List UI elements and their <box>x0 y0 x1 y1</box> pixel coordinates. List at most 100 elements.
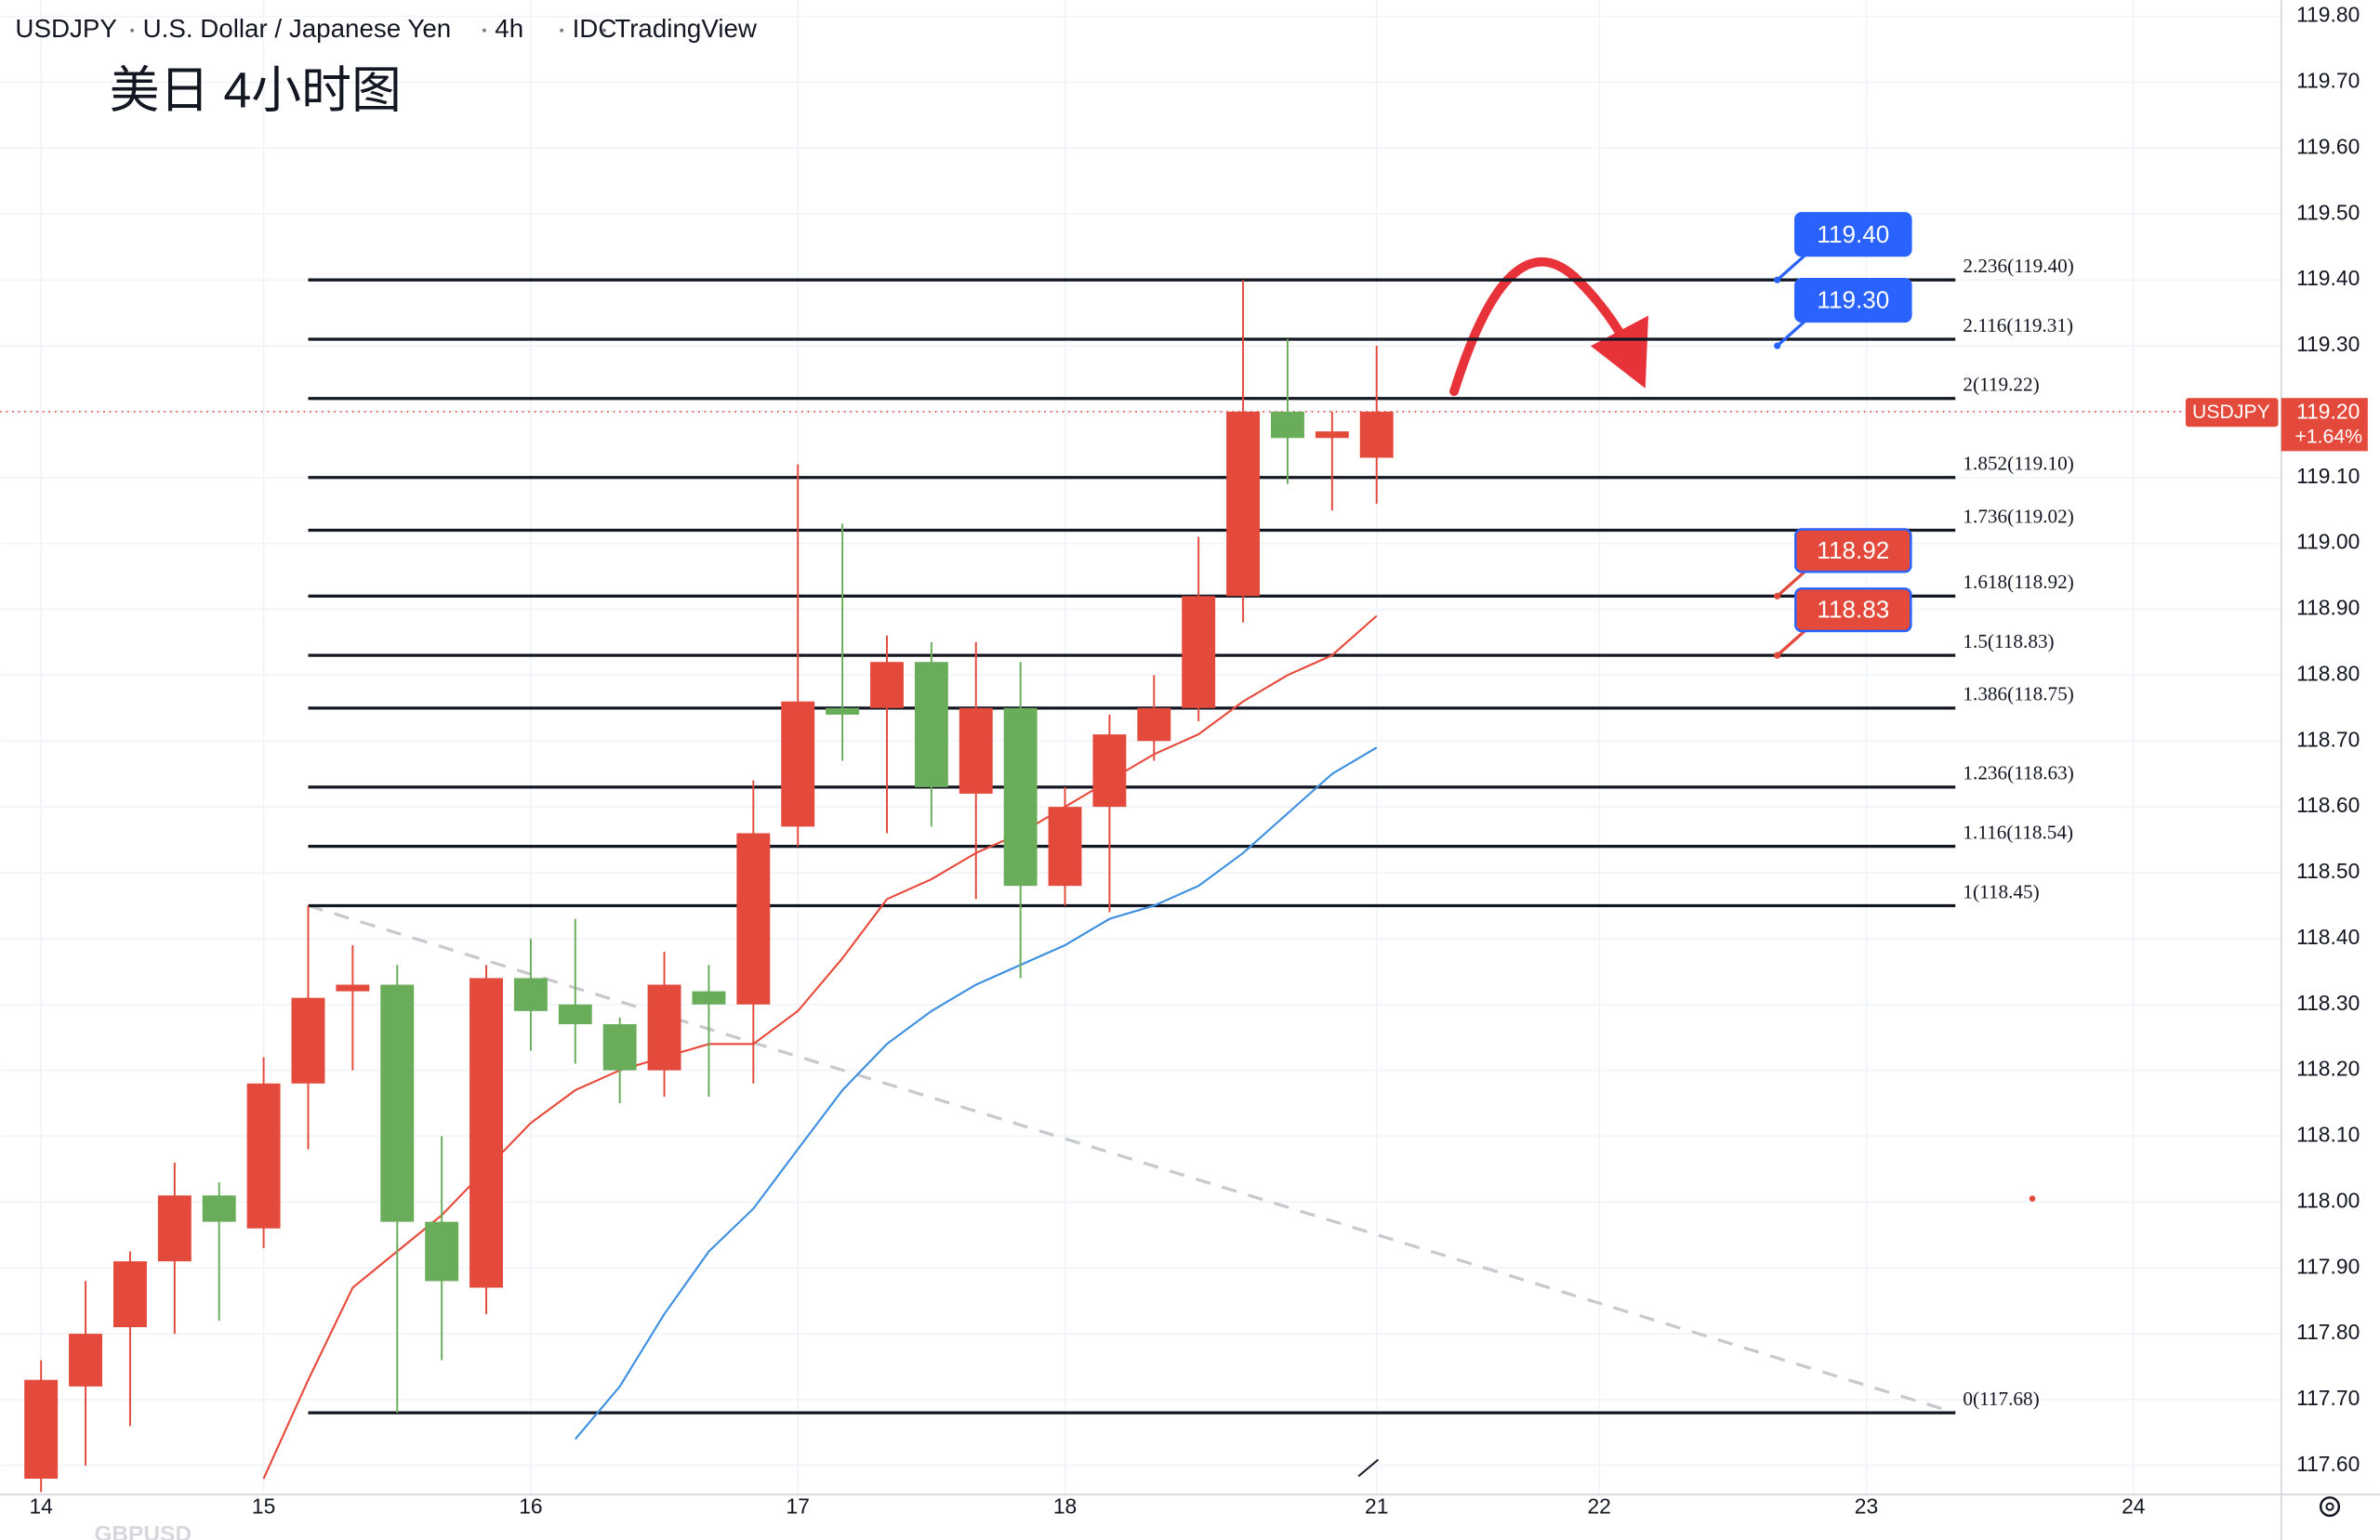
candle-body <box>24 1379 59 1480</box>
callout-anchor <box>1774 342 1781 349</box>
callout-anchor <box>1774 592 1781 599</box>
y-tick-label: 117.70 <box>2296 1386 2360 1410</box>
callout-anchor <box>1774 276 1781 283</box>
settings-icon[interactable] <box>2319 1496 2341 1518</box>
candle-body <box>469 978 503 1288</box>
candle-body <box>157 1195 192 1262</box>
callout-connector <box>1776 320 1806 348</box>
candle-body <box>558 1004 592 1025</box>
candle-body <box>291 997 325 1084</box>
candle-body <box>425 1221 459 1282</box>
header-item: 4h <box>495 14 523 43</box>
candle-body <box>1271 411 1304 439</box>
candle-body <box>1315 431 1349 439</box>
x-tick-label: 23 <box>1855 1494 1878 1519</box>
y-tick-label: 119.60 <box>2296 134 2360 158</box>
fib-label: 1.618(118.92) <box>1963 571 2073 593</box>
y-tick-label: 118.80 <box>2296 661 2360 685</box>
y-tick-label: 118.60 <box>2296 793 2360 817</box>
candle-body <box>826 707 860 715</box>
y-tick-label: 118.90 <box>2296 596 2360 620</box>
y-tick-label: 118.00 <box>2296 1188 2360 1212</box>
candle-body <box>1137 707 1171 742</box>
fib-label: 1.736(119.02) <box>1963 505 2073 527</box>
callout-box <box>1794 212 1912 257</box>
candle-body <box>647 984 681 1071</box>
gear[interactable] <box>2319 1496 2341 1518</box>
price-tag-label: 119.20 <box>2296 400 2360 424</box>
fib-label: 1.386(118.75) <box>1963 683 2073 705</box>
header-item: TradingView <box>615 14 758 43</box>
header-separator <box>130 28 135 33</box>
callout-label: 118.92 <box>1817 536 1889 564</box>
arrow-head <box>1590 315 1649 388</box>
y-tick-label: 118.30 <box>2296 991 2360 1015</box>
fib-label: 2.236(119.40) <box>1963 255 2073 277</box>
marker-dot <box>2029 1195 2036 1202</box>
y-tick-label: 117.80 <box>2296 1320 2360 1344</box>
callout-anchor <box>1774 652 1781 659</box>
header-separator <box>482 28 486 33</box>
fib-label: 1.852(119.10) <box>1963 453 2073 475</box>
y-tick-label: 119.70 <box>2296 69 2360 93</box>
x-tick-label: 15 <box>252 1494 275 1519</box>
candle-body <box>602 1024 637 1071</box>
candle-body <box>914 662 948 787</box>
y-tick-label: 119.10 <box>2296 464 2360 488</box>
y-tick-label: 119.30 <box>2296 332 2360 356</box>
x-tick-label: 14 <box>29 1494 53 1519</box>
candle-body <box>1359 411 1394 458</box>
callout-label: 118.83 <box>1817 596 1889 624</box>
candle-body <box>959 707 993 794</box>
fib-label: 1.116(118.54) <box>1963 821 2073 843</box>
callout-connector <box>1776 571 1806 598</box>
x-tick-label: 22 <box>1587 1494 1610 1519</box>
candle-body <box>1048 807 1082 887</box>
candle-body <box>692 991 726 1005</box>
trendline <box>307 903 1956 1415</box>
x-tick-label: 18 <box>1053 1494 1077 1519</box>
fib-label: 2(119.22) <box>1963 374 2039 396</box>
header-separator <box>602 28 606 33</box>
callout-box <box>1794 278 1912 323</box>
moving-average <box>575 746 1378 1441</box>
y-tick-label: 118.20 <box>2296 1057 2360 1081</box>
candle-body <box>246 1083 281 1229</box>
candle-body <box>513 978 548 1011</box>
arrow-arc <box>1449 257 1633 397</box>
candle-body <box>1226 411 1261 597</box>
change-label: +1.64% <box>2294 426 2362 447</box>
callout-box <box>1794 587 1912 633</box>
x-tick-label: 16 <box>519 1494 542 1519</box>
y-tick-label: 118.10 <box>2296 1123 2360 1147</box>
symbol-tag <box>2185 398 2279 428</box>
candle-body <box>336 984 370 992</box>
gear-center[interactable] <box>2325 1502 2334 1511</box>
candle-body <box>1182 596 1216 708</box>
callout-label: 119.40 <box>1817 220 1889 248</box>
candle-body <box>112 1261 147 1328</box>
candle-body <box>781 701 815 827</box>
y-tick-label: 117.90 <box>2296 1254 2360 1278</box>
y-tick-label: 119.40 <box>2296 266 2360 290</box>
fib-label: 1.236(118.63) <box>1963 762 2073 784</box>
y-tick-label: 119.50 <box>2296 200 2360 224</box>
x-tick-label: 21 <box>1365 1494 1388 1519</box>
x-tick-label: 24 <box>2122 1494 2146 1519</box>
header-item: U.S. Dollar / Japanese Yen <box>143 14 452 43</box>
x-tick-label: 17 <box>787 1494 810 1519</box>
candle-body <box>736 833 771 1005</box>
y-tick-label: 117.60 <box>2296 1452 2360 1476</box>
watermark: GBPUSD <box>94 1522 192 1540</box>
fib-label: 1.5(118.83) <box>1963 630 2054 652</box>
y-tick-label: 119.00 <box>2296 530 2360 554</box>
fib-label: 2.116(119.31) <box>1963 314 2073 336</box>
callout-label: 119.30 <box>1817 286 1889 314</box>
fib-label: 1(118.45) <box>1963 880 2039 902</box>
candle-body <box>1092 734 1127 808</box>
candle-body <box>69 1334 103 1387</box>
callout-connector <box>1776 254 1806 282</box>
header-item: USDJPY <box>15 14 116 43</box>
header-item: IDC <box>573 14 617 43</box>
header-separator <box>560 28 564 33</box>
